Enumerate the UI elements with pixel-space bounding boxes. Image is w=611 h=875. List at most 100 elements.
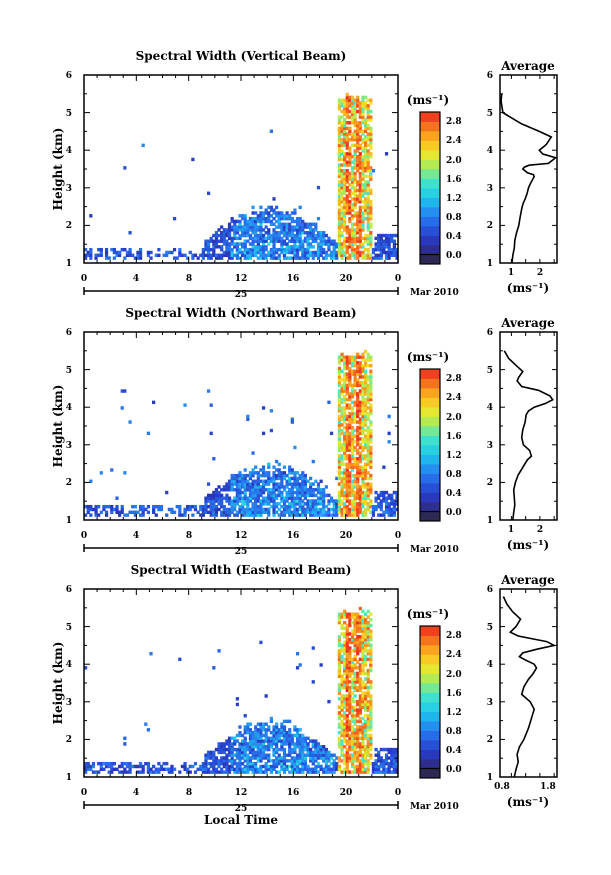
heatmap-cell <box>343 157 347 162</box>
heatmap-cell <box>363 657 368 662</box>
heatmap-cell <box>329 431 334 436</box>
heatmap-cell <box>212 239 216 243</box>
colorbar-tick-label: 0.0 <box>446 508 462 518</box>
heatmap-cell <box>337 372 342 376</box>
heatmap-cell <box>345 705 349 709</box>
heatmap-cell <box>343 660 347 664</box>
heatmap-cell <box>345 747 349 752</box>
heatmap-cell <box>89 504 93 509</box>
y-tick-label: 2 <box>66 735 72 745</box>
heatmap-cell <box>327 242 331 246</box>
heatmap-cell <box>243 256 247 260</box>
heatmap-cell <box>209 256 213 260</box>
heatmap-cell <box>343 677 347 681</box>
heatmap-cell <box>350 171 355 176</box>
heatmap-cell <box>356 714 360 718</box>
heatmap-cell <box>363 372 368 376</box>
heatmap-cell <box>225 496 229 500</box>
heatmap-cell <box>340 183 344 187</box>
heatmap-cell <box>387 496 391 500</box>
heatmap-cell <box>180 253 185 258</box>
heatmap-cell <box>353 361 357 365</box>
heatmap-cell <box>220 233 224 238</box>
heatmap-cell <box>348 366 352 371</box>
heatmap-cell <box>282 214 287 218</box>
heatmap-cell <box>319 239 323 243</box>
heatmap-cell <box>254 736 258 740</box>
profile-y-tick-label: 6 <box>487 71 493 81</box>
heatmap-cell <box>353 680 357 684</box>
heatmap-cell <box>340 216 344 221</box>
heatmap-cell <box>269 409 273 413</box>
heatmap-cell <box>363 632 368 636</box>
heatmap-cell <box>254 502 258 506</box>
heatmap-cell <box>261 753 266 757</box>
heatmap-cell <box>363 756 368 760</box>
heatmap-cell <box>118 764 122 769</box>
heatmap-cell <box>285 250 289 255</box>
heatmap-cell <box>86 761 90 766</box>
heatmap-cell <box>356 406 360 410</box>
heatmap-cell <box>277 502 281 506</box>
heatmap-cell <box>170 764 174 769</box>
heatmap-cell <box>345 197 349 201</box>
heatmap-cell <box>337 705 342 709</box>
heatmap-cell <box>193 504 198 509</box>
heatmap-cell <box>345 109 349 114</box>
heatmap-cell <box>345 146 349 150</box>
heatmap-cell <box>350 649 355 653</box>
heatmap-cell <box>369 646 373 650</box>
heatmap-cell <box>350 479 355 483</box>
heatmap-cell <box>264 256 268 260</box>
heatmap-cell <box>337 135 342 139</box>
heatmap-cell <box>212 510 216 515</box>
heatmap-cell <box>337 106 342 111</box>
heatmap-cell <box>259 233 263 238</box>
heatmap-cell <box>361 431 365 436</box>
colorbar-tick-labels: 0.0 0.4 0.8 1.2 1.6 2.0 2.4 2.8 <box>446 631 462 775</box>
heatmap-cell <box>314 750 318 755</box>
heatmap-cell <box>280 733 284 738</box>
heatmap-cell <box>282 733 287 738</box>
heatmap-cell <box>293 750 297 755</box>
heatmap-cell <box>387 239 391 243</box>
heatmap-cell <box>275 256 279 260</box>
heatmap-cell <box>298 256 302 260</box>
heatmap-cell <box>377 764 381 769</box>
heatmap-cell <box>366 205 370 210</box>
heatmap-cell <box>343 180 347 184</box>
heatmap-cell <box>254 247 258 252</box>
heatmap-cell <box>361 106 365 111</box>
heatmap-cell <box>366 476 370 481</box>
heatmap-cell <box>348 657 352 662</box>
heatmap-cell <box>209 253 213 258</box>
heatmap-cell <box>248 730 253 735</box>
heatmap-cell <box>280 479 284 483</box>
heatmap-cell <box>206 242 211 246</box>
heatmap-cell <box>303 488 308 492</box>
heatmap-cell <box>337 389 342 393</box>
heatmap-cell <box>358 366 362 371</box>
heatmap-cell <box>350 705 355 709</box>
colorbar-swatch <box>420 178 440 189</box>
heatmap-cell <box>353 688 357 693</box>
heatmap-cell <box>225 239 229 243</box>
heatmap-cell <box>350 208 355 212</box>
heatmap-cell <box>301 753 305 757</box>
heatmap-cell <box>345 454 349 458</box>
heatmap-cell <box>285 245 289 249</box>
heatmap-cell <box>159 764 164 769</box>
heatmap-cell <box>369 188 373 193</box>
heatmap-cell <box>343 202 347 207</box>
heatmap-cell <box>363 126 368 131</box>
heatmap-cell <box>358 646 362 650</box>
profile-ticks <box>500 588 557 778</box>
heatmap-cell <box>369 510 373 515</box>
heatmap-cell <box>369 222 373 226</box>
heatmap-cell <box>337 671 342 676</box>
heatmap-cell <box>345 739 349 743</box>
heatmap-cell <box>214 245 219 249</box>
heatmap-cell <box>366 761 370 766</box>
heatmap-cell <box>261 502 266 506</box>
heatmap-cell <box>133 504 137 509</box>
